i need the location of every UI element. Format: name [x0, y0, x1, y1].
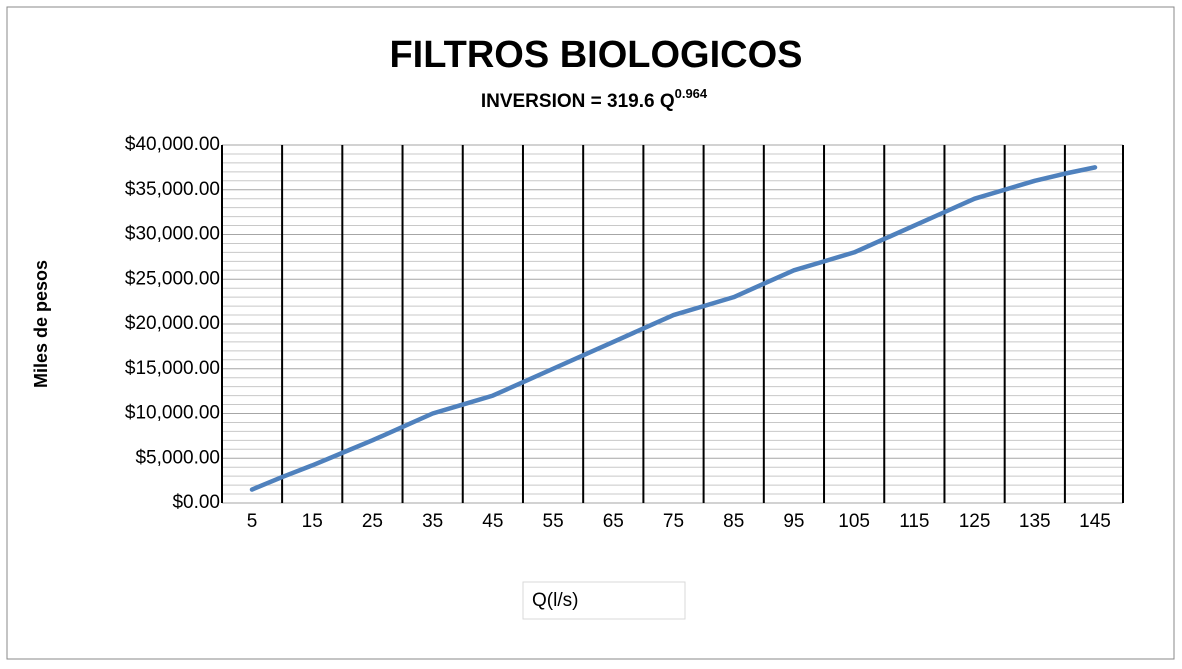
- chart-subtitle: INVERSION = 319.6 Q0.964: [481, 86, 708, 112]
- x-tick-label: 85: [723, 511, 744, 532]
- x-tick-label: 5: [247, 511, 258, 532]
- x-tick-label: 95: [783, 511, 804, 532]
- x-axis-label: Q(l/s): [532, 590, 578, 611]
- x-tick-label: 125: [959, 511, 991, 532]
- x-tick-label: 105: [838, 511, 870, 532]
- x-tick-label: 65: [603, 511, 624, 532]
- subtitle-exponent: 0.964: [675, 86, 708, 101]
- x-tick-label: 115: [899, 511, 929, 532]
- y-tick-label: $15,000.00: [125, 358, 220, 379]
- y-tick-label: $20,000.00: [125, 313, 220, 334]
- x-tick-label: 135: [1019, 511, 1051, 532]
- x-tick-label: 15: [302, 511, 323, 532]
- y-tick-label: $30,000.00: [125, 224, 220, 245]
- x-tick-label: 25: [362, 511, 383, 532]
- chart-title: FILTROS BIOLOGICOS: [389, 34, 802, 76]
- subtitle-text: INVERSION = 319.6 Q: [481, 91, 675, 112]
- y-tick-label: $0.00: [172, 492, 220, 513]
- x-axis-label-box: [522, 581, 686, 620]
- y-tick-label: $35,000.00: [125, 179, 220, 200]
- x-tick-label: 35: [422, 511, 443, 532]
- x-tick-label: 75: [663, 511, 684, 532]
- x-tick-label: 145: [1079, 511, 1111, 532]
- x-tick-label: 55: [543, 511, 564, 532]
- x-tick-label: 45: [482, 511, 503, 532]
- y-tick-label: $25,000.00: [125, 268, 220, 289]
- y-axis-label: Miles de pesos: [31, 260, 51, 388]
- y-tick-label: $40,000.00: [125, 134, 220, 155]
- y-tick-label: $10,000.00: [125, 403, 220, 424]
- y-tick-label: $5,000.00: [135, 447, 220, 468]
- data-line: [249, 165, 1098, 492]
